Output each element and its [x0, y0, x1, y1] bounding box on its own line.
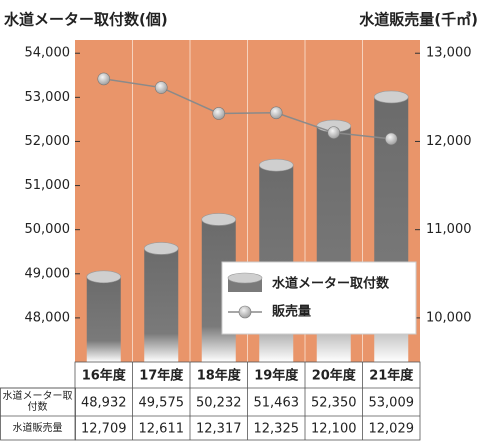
line-point: [327, 126, 341, 139]
table-cell: 51,463: [254, 396, 300, 411]
bar-body: [144, 248, 179, 362]
y2-tick-label: 13,000: [426, 46, 472, 61]
y-tick-label: 49,000: [25, 266, 71, 281]
table-cell: 48,932: [81, 396, 127, 411]
line-point: [154, 81, 168, 94]
table-cell: 12,611: [139, 422, 185, 437]
line-point: [97, 72, 111, 86]
table-cell: 12,317: [196, 422, 242, 437]
line-point: [384, 132, 398, 146]
line: [103, 78, 392, 140]
legend: [221, 261, 417, 335]
bar-top: [373, 90, 409, 104]
table-cell: 12,029: [369, 422, 415, 437]
y2-tick-label: 11,000: [426, 222, 472, 237]
y2-tick-label: 10,000: [426, 310, 472, 325]
bar-top: [201, 213, 237, 226]
y2-tick-label: 12,000: [426, 134, 472, 149]
category-label: 17年度: [139, 368, 184, 384]
y-tick-label: 54,000: [25, 46, 71, 61]
y2-title: 水道販売量(千㎥): [359, 11, 478, 29]
table-cell: 12,325: [254, 422, 300, 437]
category-label: 19年度: [254, 368, 299, 384]
table-cell: 52,350: [311, 396, 357, 411]
bar-top: [258, 158, 294, 172]
legend-label: 水道メーター取付数: [272, 276, 390, 292]
line-point: [269, 106, 283, 120]
row-header-text: 水道メーター取付数: [2, 391, 73, 413]
row-header: 水道メーター取付数: [2, 391, 73, 413]
y-tick-label: 50,000: [25, 222, 71, 237]
table-cell: 12,709: [81, 422, 127, 437]
row-header: 水道販売量: [12, 422, 63, 434]
bar-body: [86, 276, 121, 362]
bar-top: [143, 242, 179, 255]
legend-label: 販売量: [272, 304, 311, 320]
y-tick-label: 52,000: [25, 134, 71, 149]
category-label: 18年度: [197, 368, 242, 384]
bar: [143, 242, 179, 362]
bar-top: [86, 270, 122, 284]
table-cell: 49,575: [139, 396, 185, 411]
y-title: 水道メーター取付数(個): [4, 11, 168, 29]
table-cell: 53,009: [369, 396, 415, 411]
y-tick-label: 51,000: [25, 178, 71, 193]
category-label: 20年度: [312, 368, 357, 384]
category-label: 21年度: [369, 368, 414, 384]
legend-icon-bar-top: [227, 272, 263, 284]
y-tick-label: 48,000: [25, 310, 71, 325]
table-cell: 12,100: [311, 422, 357, 437]
y-tick-label: 53,000: [25, 90, 71, 105]
row-header-text: 水道販売量: [12, 422, 63, 434]
line-point: [212, 107, 226, 120]
table-cell: 50,232: [196, 396, 242, 411]
legend-icon-point: [238, 305, 252, 319]
bar: [86, 270, 122, 362]
category-label: 16年度: [82, 368, 127, 384]
